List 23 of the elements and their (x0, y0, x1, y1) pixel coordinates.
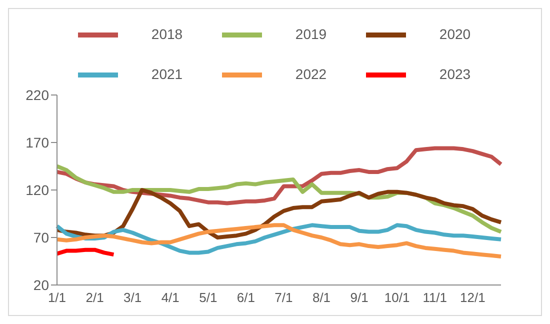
x-tick-label: 3/1 (124, 290, 142, 306)
x-tick-label: 5/1 (199, 290, 218, 306)
legend-label: 2018 (150, 26, 184, 42)
x-tick-label: 11/1 (422, 290, 448, 306)
x-tick-label: 8/1 (312, 290, 331, 306)
y-tick-label: 170 (26, 134, 50, 150)
legend-label: 2022 (294, 66, 328, 82)
x-tick-label: 2/1 (86, 290, 104, 306)
y-tick-label: 120 (26, 182, 50, 198)
y-tick-label: 70 (33, 229, 50, 246)
x-tick-label: 4/1 (161, 290, 180, 306)
x-tick-label: 9/1 (350, 290, 368, 306)
legend-label: 2020 (438, 26, 472, 42)
x-tick-label: 12/1 (460, 290, 486, 306)
y-tick-label: 220 (26, 86, 50, 103)
legend-label: 2021 (150, 66, 184, 82)
x-tick-label: 10/1 (384, 290, 410, 306)
x-tick-label: 6/1 (236, 290, 255, 306)
legend-label: 2023 (438, 66, 472, 82)
x-tick-label: 1/1 (48, 290, 66, 306)
y-tick-label: 20 (33, 276, 50, 293)
x-tick-label: 7/1 (274, 290, 293, 306)
legend-label: 2019 (294, 26, 328, 42)
